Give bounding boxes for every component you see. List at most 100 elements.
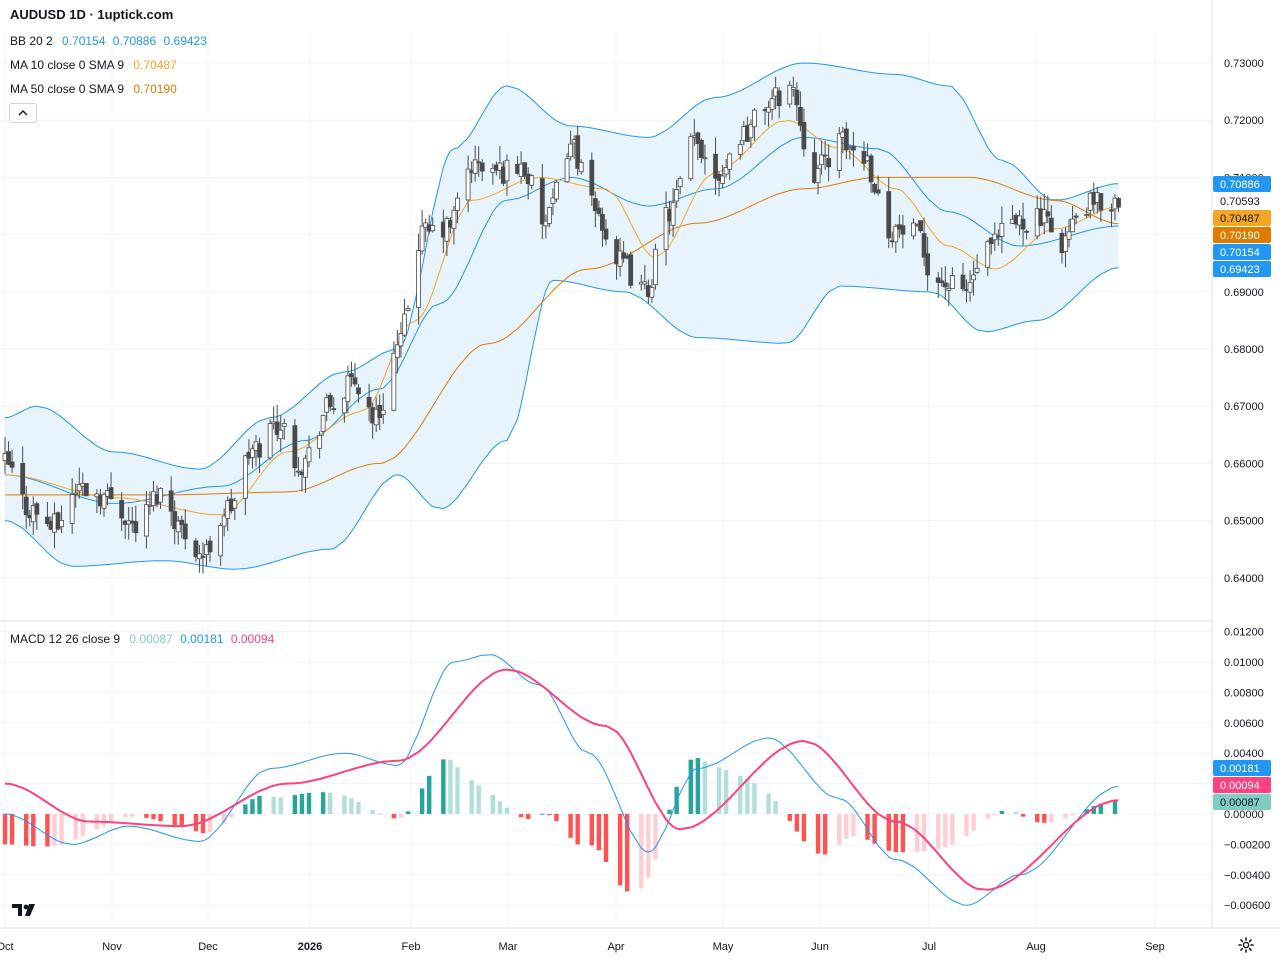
macd-histogram-bar	[603, 814, 609, 862]
candle-body	[250, 448, 255, 458]
candle-body	[327, 394, 333, 408]
time-axis-tick-label: Aug	[1026, 941, 1046, 953]
badge-bb-basis-text: 0.70154	[1220, 247, 1260, 259]
candle-body	[677, 177, 683, 188]
candle-body	[698, 139, 704, 158]
candle-body	[320, 415, 326, 432]
macd-histogram-bar	[179, 814, 184, 827]
macd-histogram-bar	[292, 795, 298, 814]
candle-body	[391, 352, 397, 411]
macd-histogram-bar	[738, 775, 743, 814]
collapse-legend-button[interactable]	[9, 103, 37, 123]
badge-macd-hist: 0.00087	[1213, 794, 1271, 810]
gear-icon[interactable]	[1238, 937, 1254, 953]
macd-histogram-bar	[193, 814, 199, 832]
macd-histogram-bar	[794, 814, 800, 832]
candle-body	[642, 281, 648, 285]
macd-histogram-bar	[271, 796, 276, 814]
candle-body	[402, 313, 407, 336]
macd-histogram-bar	[45, 814, 50, 847]
macd-histogram-bar	[1084, 809, 1089, 814]
candle-body	[76, 484, 82, 492]
candle-body	[349, 373, 354, 378]
candle-body	[504, 159, 510, 182]
candle-body	[398, 333, 404, 347]
price-axis-tick-label: 0.67000	[1224, 401, 1264, 413]
legend-ma50[interactable]: MA 50 close 0 SMA 9 0.70190	[10, 81, 181, 97]
candle-body	[1066, 231, 1072, 240]
macd-histogram-bar	[837, 814, 842, 846]
candle-body	[119, 500, 125, 519]
candle-body	[999, 222, 1005, 237]
macd-histogram-bar	[716, 767, 722, 814]
candle-body	[476, 161, 482, 164]
legend-bb-label: BB 20 2	[10, 34, 53, 48]
candle-body	[232, 500, 238, 509]
macd-histogram-bar	[554, 814, 559, 822]
candle-body	[1070, 218, 1075, 233]
macd-histogram-bar	[936, 814, 941, 850]
ma50-line	[5, 176, 1119, 496]
candle-body	[345, 375, 351, 402]
macd-histogram-bar	[419, 788, 425, 814]
bollinger-band-fill	[5, 63, 1119, 570]
legend-bb-lower-value: 0.69423	[163, 34, 207, 48]
candle-body	[752, 109, 757, 128]
legend-bollinger-bands[interactable]: BB 20 2 0.70154 0.70886 0.69423	[10, 33, 211, 49]
candle-body	[366, 396, 372, 408]
macd-histogram-bar	[787, 814, 792, 821]
candle-body	[444, 218, 450, 242]
macd-histogram-bar	[221, 814, 227, 824]
macd-histogram-bar	[985, 814, 990, 819]
candle-body	[575, 135, 581, 169]
candle-body	[670, 202, 676, 226]
macd-histogram-bar	[497, 801, 503, 814]
badge-bb-lower-text: 0.69423	[1220, 264, 1260, 276]
candle-body	[603, 228, 609, 240]
candle-body	[787, 84, 793, 105]
tradingview-logo[interactable]	[10, 900, 38, 920]
badge-ma10: 0.70487	[1213, 210, 1271, 226]
candle-body	[133, 521, 139, 534]
candle-body	[564, 158, 570, 183]
candle-body	[168, 490, 174, 512]
macd-histogram-bar	[398, 814, 404, 818]
candle-body	[419, 225, 425, 252]
candle-body	[815, 168, 821, 184]
candle-body	[723, 167, 729, 175]
badge-macd-text: 0.00181	[1220, 763, 1260, 775]
candle-body	[143, 504, 149, 537]
legend-ma10[interactable]: MA 10 close 0 SMA 9 0.70487	[10, 57, 181, 73]
price-axis-tick-label: 0.66000	[1224, 458, 1264, 470]
macd-histogram	[2, 758, 1118, 892]
candle-body	[851, 146, 856, 151]
candle-body	[942, 282, 948, 288]
macd-histogram-bar	[815, 814, 821, 854]
macd-histogram-bar	[596, 814, 602, 851]
time-axis-tick-label: Jul	[922, 941, 936, 953]
time-axis-tick-label: Sep	[1145, 941, 1165, 953]
macd-histogram-bar	[773, 800, 778, 814]
candle-body	[663, 207, 669, 251]
candle-body	[925, 253, 931, 276]
candle-body	[554, 181, 559, 200]
candle-body	[331, 408, 337, 411]
macd-histogram-bar	[992, 814, 997, 815]
bollinger-basis-line	[4, 136, 1119, 504]
macd-histogram-bar	[1063, 814, 1068, 819]
legend-macd[interactable]: MACD 12 26 close 9 0.00087 0.00181 0.000…	[10, 631, 278, 647]
macd-histogram-bar	[745, 779, 750, 814]
macd-histogram-bar	[2, 814, 8, 845]
candle-body	[935, 277, 941, 283]
badge-bb-upper: 0.70886	[1213, 176, 1271, 192]
candle-body	[83, 483, 89, 497]
candle-body	[472, 159, 478, 174]
time-axis-tick-label: Feb	[402, 941, 421, 953]
macd-histogram-bar	[639, 814, 644, 889]
macd-histogram-bar	[59, 814, 64, 845]
legend-ma10-label: MA 10 close 0 SMA 9	[10, 58, 125, 72]
candle-body	[649, 287, 655, 298]
macd-histogram-bar	[943, 814, 948, 848]
